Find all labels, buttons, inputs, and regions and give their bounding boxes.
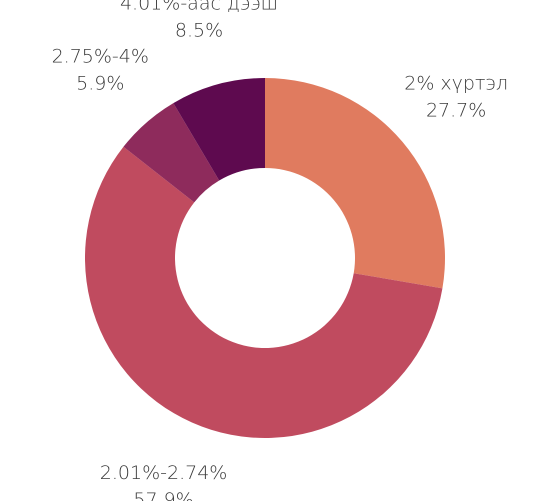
donut-slice xyxy=(123,103,220,203)
donut-slice xyxy=(85,146,443,438)
donut-slice xyxy=(265,78,446,289)
slice-value-label: 8.5% xyxy=(175,19,223,41)
donut-slice xyxy=(173,78,265,181)
slice-category-label: 2.01%-2.74% xyxy=(100,462,228,484)
slice-category-label: 4.01%-аас дээш xyxy=(120,0,278,14)
slice-value-label: 27.7% xyxy=(426,99,486,121)
slice-category-label: 2% хүртэл xyxy=(404,72,508,94)
slice-value-label: 5.9% xyxy=(76,72,124,94)
slice-category-label: 2.75%-4% xyxy=(52,45,149,67)
slice-value-label: 57.9% xyxy=(133,489,193,501)
